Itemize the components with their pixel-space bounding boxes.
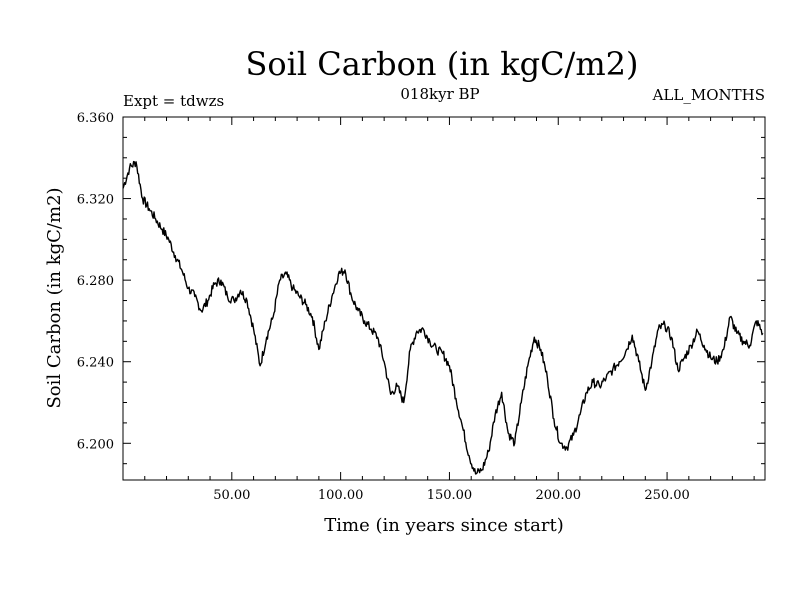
plot-frame: [122, 116, 766, 481]
y-tick-label: 6.320: [77, 193, 114, 208]
chart-subtitle: 018kyr BP: [400, 85, 479, 103]
soil-carbon-line: [122, 160, 764, 475]
y-axis-tick-labels: 6.200 6.240 6.280 6.320 6.360: [77, 111, 114, 452]
x-tick-label: 250.00: [644, 488, 690, 503]
y-axis-label: Soil Carbon (in kgC/m2): [44, 187, 65, 408]
y-tick-label: 6.280: [77, 274, 114, 289]
y-tick-label: 6.200: [77, 437, 114, 452]
y-axis-ticks: [123, 116, 765, 465]
x-tick-label: 50.00: [213, 488, 250, 503]
x-tick-label: 100.00: [318, 488, 364, 503]
x-tick-label: 200.00: [536, 488, 582, 503]
experiment-label: Expt = tdwzs: [123, 92, 224, 110]
y-tick-label: 6.360: [77, 111, 114, 126]
x-axis-tick-labels: 50.00 100.00 150.00 200.00 250.00: [213, 488, 690, 503]
x-axis-ticks: [144, 117, 755, 480]
x-axis-label: Time (in years since start): [324, 515, 564, 536]
chart-title: Soil Carbon (in kgC/m2): [245, 45, 638, 83]
months-label: ALL_MONTHS: [652, 86, 765, 104]
x-tick-label: 150.00: [427, 488, 473, 503]
y-tick-label: 6.240: [77, 356, 114, 371]
